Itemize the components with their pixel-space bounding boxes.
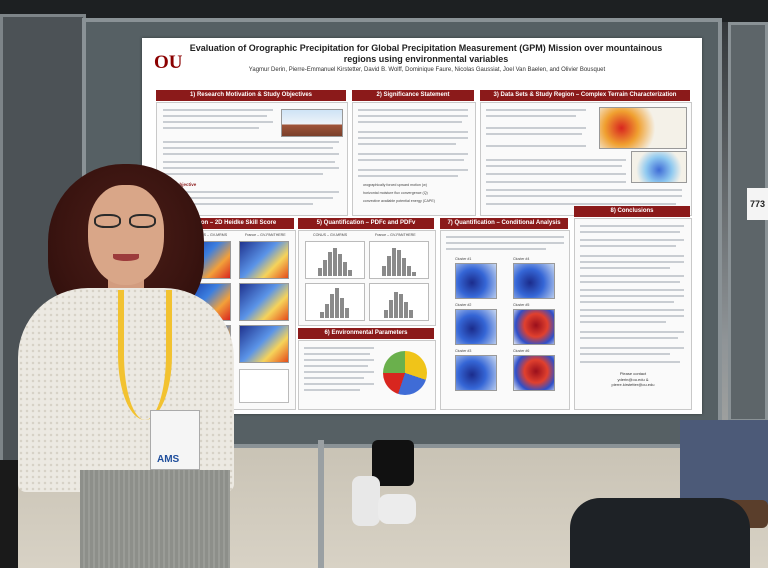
cluster-label: Cluster #1 [455, 257, 472, 261]
conus-terrain-map [599, 107, 687, 149]
visitor-edge [0, 460, 18, 568]
hss-label-france: France – GV-PANTHERE [245, 233, 286, 237]
visitor-leg [372, 440, 414, 486]
pdf-histogram [305, 241, 365, 279]
contact-emails: yderin@ou.edu & pierre.kirstetter@ou.edu [611, 377, 655, 387]
section-3-heading: 3) Data Sets & Study Region – Complex Te… [480, 90, 690, 101]
visitor-shoe [378, 494, 416, 524]
poster-board-right [728, 22, 768, 422]
cluster-label: Cluster #5 [513, 303, 530, 307]
section-6-heading: 6) Environmental Parameters [298, 328, 434, 339]
section-3-body [480, 102, 692, 216]
board-number-tag: 773 [747, 188, 768, 220]
env-variable-2: horizontal moisture flux convergence (Q) [363, 191, 428, 195]
research-poster: OU Evaluation of Orographic Precipitatio… [142, 38, 702, 414]
visitor-shoe [352, 476, 380, 526]
section-7-body: Cluster #1 Cluster #4 Cluster #2 Cluster… [440, 230, 570, 410]
section-1-body: Study objective [156, 102, 348, 216]
section-1-heading: 1) Research Motivation & Study Objective… [156, 90, 346, 101]
cluster-heatmap [455, 263, 497, 299]
pdf-label-france: France – GV-PANTHERE [375, 233, 416, 237]
cluster-map-figure [383, 351, 427, 395]
presenter-face [88, 185, 164, 285]
poster-title: Evaluation of Orographic Precipitation f… [189, 43, 663, 64]
hss-curve-plot [239, 369, 289, 403]
pdf-label-conus: CONUS – GV-MRMS [313, 233, 348, 237]
poster-authors: Yagmur Derin, Pierre-Emmanuel Kirstetter… [248, 67, 606, 73]
conference-lanyard [118, 290, 172, 420]
pdf-histogram [305, 283, 365, 321]
section-2-heading: 2) Significance Statement [352, 90, 474, 101]
cluster-heatmap [513, 263, 555, 299]
pdf-histogram [369, 283, 429, 321]
env-variable-1: orographically forced upward motion (w) [363, 183, 427, 187]
section-7-heading: 7) Quantification – Conditional Analysis [440, 218, 568, 229]
section-5-heading: 5) Quantification – PDFc and PDFv [298, 218, 434, 229]
section-2-body: orographically forced upward motion (w) … [352, 102, 476, 216]
pdf-histogram [369, 241, 429, 279]
cluster-heatmap [513, 309, 555, 345]
cluster-label: Cluster #6 [513, 349, 530, 353]
hss-map [239, 241, 289, 279]
badge-brand-logo: AMS [157, 454, 180, 465]
contact-label: Please contact [619, 371, 647, 376]
env-variable-3: convective available potential energy (C… [363, 199, 435, 203]
cluster-label: Cluster #3 [455, 349, 472, 353]
cluster-heatmap [513, 355, 555, 391]
cluster-label: Cluster #4 [513, 257, 530, 261]
section-5-body: CONUS – GV-MRMS France – GV-PANTHERE [298, 230, 436, 326]
orography-figure [281, 109, 343, 137]
hss-label-conus: CONUS – GV-MRMS [193, 233, 228, 237]
presenter-smile [113, 254, 139, 261]
cluster-label: Cluster #2 [455, 303, 472, 307]
section-6-body [298, 340, 436, 410]
presenter-pants [80, 470, 230, 568]
ceiling [0, 0, 768, 22]
section-8-body: Please contact yderin@ou.edu & pierre.ki… [574, 218, 692, 410]
hss-map [239, 283, 289, 321]
section-4-heading: 4) Detection – 2D Heidke Skill Score [156, 218, 294, 229]
cluster-heatmap [455, 309, 497, 345]
university-logo: OU [154, 52, 183, 73]
france-terrain-map [631, 151, 687, 183]
hss-map [239, 325, 289, 363]
board-pole [318, 440, 324, 568]
cluster-heatmap [455, 355, 497, 391]
section-8-heading: 8) Conclusions [574, 206, 690, 217]
conference-badge: AMS [150, 410, 200, 470]
black-bag [570, 498, 750, 568]
glasses-icon [94, 214, 158, 230]
